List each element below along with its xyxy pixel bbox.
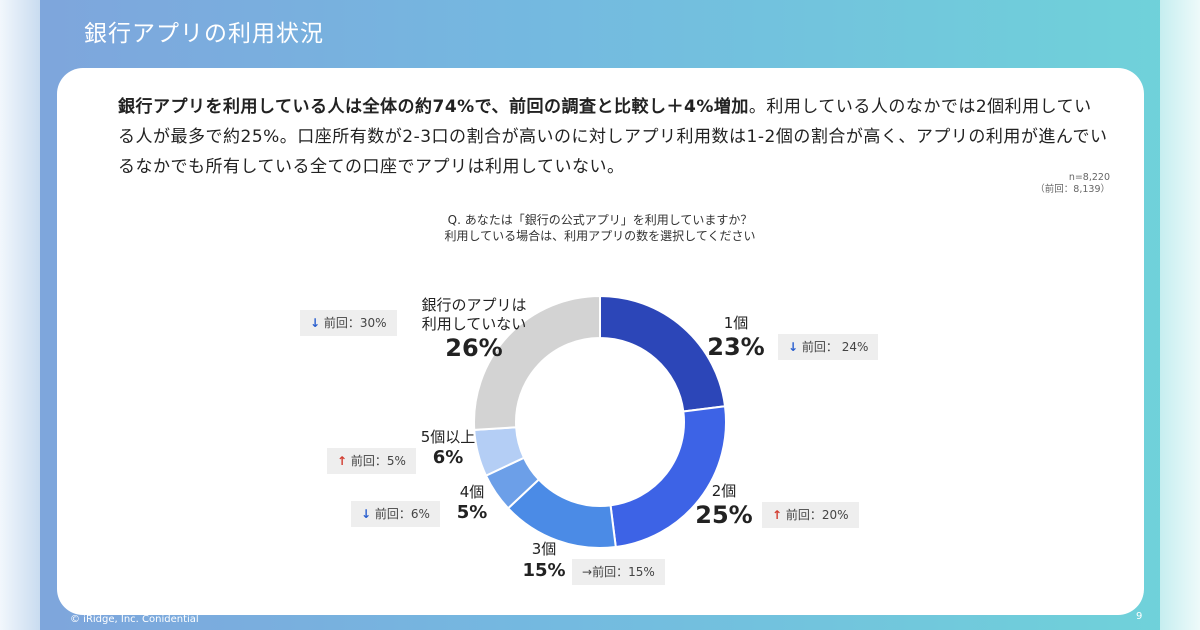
label-5-name: 5個以上 (420, 428, 476, 446)
donut-slice-not-using (473, 294, 601, 431)
prev-text-2: 前回：20% (785, 508, 849, 522)
sample-n: n=8,220 (1068, 172, 1110, 183)
label-1-name: 1個 (723, 314, 749, 332)
label-2-pct: 25% (695, 501, 753, 529)
label-2-name: 2個 (711, 482, 737, 500)
label-1-pct: 23% (707, 333, 765, 361)
label-5-pct: 6% (432, 447, 464, 468)
summary-normal: 。利用している人のなかでは2個利用している人が最多で約25%。口座所有数が2-3… (118, 97, 1108, 177)
label-3: 3個 15% (516, 540, 572, 583)
copyright: © iRidge, Inc. Conidential (70, 614, 199, 625)
prev-text-5: 前回：5% (350, 454, 406, 468)
label-none-pct: 26% (445, 334, 503, 362)
prev-box-none: ↓ 前回：30% (300, 310, 397, 336)
label-4: 4個 5% (448, 483, 496, 524)
summary-text: 銀行アプリを利用している人は全体の約74%で、前回の調査と比較し＋4%増加。利用… (118, 92, 1108, 182)
label-5: 5個以上 6% (412, 428, 484, 469)
question-line-1: Q. あなたは「銀行の公式アプリ」を利用していますか？ (447, 213, 753, 227)
prev-box-1: ↓ 前回： 24% (778, 334, 879, 360)
label-3-pct: 15% (522, 560, 566, 581)
arrow-right-icon: → (582, 565, 593, 579)
label-4-pct: 5% (456, 502, 488, 523)
prev-box-4: ↓ 前回：6% (351, 501, 440, 527)
sample-size: n=8,220 （前回：8,139） (1000, 172, 1110, 196)
label-none-name-1: 銀行のアプリは (421, 296, 527, 314)
label-2: 2個 25% (694, 482, 754, 529)
arrow-up-icon: ↑ (337, 454, 348, 468)
right-edge-decoration (1160, 0, 1200, 630)
label-1: 1個 23% (706, 314, 766, 361)
label-none-name-2: 利用していない (421, 315, 527, 333)
arrow-up-icon: ↑ (772, 508, 783, 522)
page-number: 9 (1136, 611, 1143, 622)
summary-bold: 銀行アプリを利用している人は全体の約74%で、前回の調査と比較し＋4%増加 (118, 97, 749, 117)
prev-text-none: 前回：30% (323, 316, 387, 330)
label-3-name: 3個 (531, 540, 557, 558)
prev-text-3: 前回：15% (592, 565, 655, 579)
prev-text-4: 前回：6% (374, 507, 430, 521)
label-4-name: 4個 (459, 483, 485, 501)
slide-title: 銀行アプリの利用状況 (84, 21, 324, 47)
survey-question: Q. あなたは「銀行の公式アプリ」を利用していますか？ 利用している場合は、利用… (360, 212, 840, 244)
question-line-2: 利用している場合は、利用アプリの数を選択してください (444, 229, 756, 243)
label-none: 銀行のアプリは 利用していない 26% (404, 296, 544, 362)
prev-box-2: ↑ 前回：20% (762, 502, 859, 528)
prev-box-3: →前回：15% (572, 559, 665, 585)
prev-text-1: 前回： 24% (801, 340, 869, 354)
arrow-down-icon: ↓ (310, 316, 321, 330)
arrow-down-icon: ↓ (361, 507, 372, 521)
arrow-down-icon: ↓ (788, 340, 799, 354)
prev-box-5: ↑ 前回：5% (327, 448, 416, 474)
left-edge-decoration (0, 0, 40, 630)
sample-prev: （前回：8,139） (1035, 184, 1110, 195)
